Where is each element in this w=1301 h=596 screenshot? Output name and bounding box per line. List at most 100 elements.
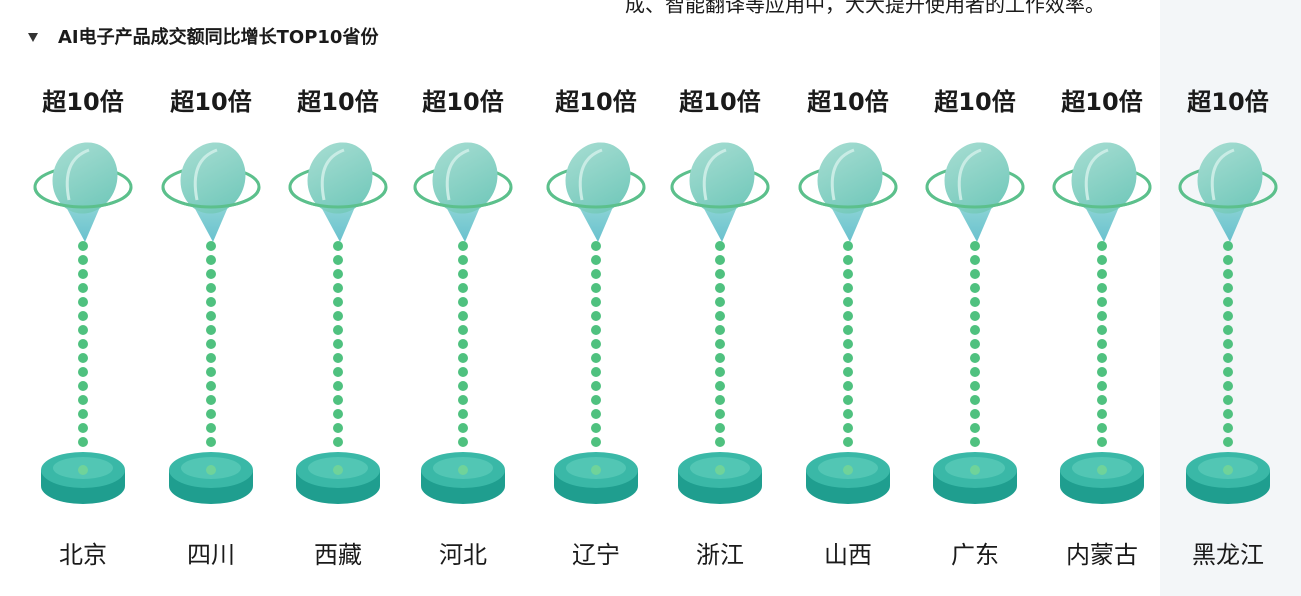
dot bbox=[591, 353, 601, 363]
growth-label: 超10倍 bbox=[1061, 88, 1142, 116]
growth-label: 超10倍 bbox=[42, 88, 123, 116]
dot bbox=[458, 255, 468, 265]
base-dot bbox=[78, 465, 88, 475]
base-dot bbox=[970, 465, 980, 475]
dot bbox=[333, 297, 343, 307]
dot bbox=[843, 381, 853, 391]
dot bbox=[843, 437, 853, 447]
dot bbox=[1097, 437, 1107, 447]
base-dot bbox=[591, 465, 601, 475]
dot bbox=[206, 311, 216, 321]
dot bbox=[206, 339, 216, 349]
province-label: 北京 bbox=[59, 541, 107, 569]
dot bbox=[1097, 353, 1107, 363]
dot bbox=[715, 311, 725, 321]
dot bbox=[843, 395, 853, 405]
province-label: 四川 bbox=[187, 541, 235, 569]
dot bbox=[1223, 241, 1233, 251]
dot bbox=[458, 409, 468, 419]
dot bbox=[333, 409, 343, 419]
growth-label: 超10倍 bbox=[555, 88, 636, 116]
dot bbox=[843, 283, 853, 293]
dot bbox=[591, 283, 601, 293]
dot bbox=[715, 437, 725, 447]
dot bbox=[1223, 437, 1233, 447]
balloon bbox=[423, 133, 508, 223]
dot bbox=[970, 339, 980, 349]
dot bbox=[206, 283, 216, 293]
dot bbox=[333, 325, 343, 335]
dot bbox=[591, 255, 601, 265]
dot bbox=[591, 367, 601, 377]
dot bbox=[715, 367, 725, 377]
base-dot bbox=[715, 465, 725, 475]
dot bbox=[333, 353, 343, 363]
dot bbox=[1223, 297, 1233, 307]
dot bbox=[843, 353, 853, 363]
balloon bbox=[680, 133, 765, 223]
dot bbox=[333, 241, 343, 251]
dot bbox=[458, 283, 468, 293]
dot bbox=[843, 409, 853, 419]
intro-text: 成、智能翻译等应用中，大大提升使用者的工作效率。 bbox=[625, 0, 1105, 17]
dot bbox=[591, 381, 601, 391]
dot bbox=[715, 269, 725, 279]
title-marker bbox=[28, 33, 38, 42]
growth-label: 超10倍 bbox=[422, 88, 503, 116]
base-dot bbox=[843, 465, 853, 475]
columns: 超10倍北京超10倍四川超10倍西藏超10倍河北超10倍辽宁超10倍浙江超10倍… bbox=[35, 88, 1276, 569]
dot bbox=[970, 395, 980, 405]
dot bbox=[458, 241, 468, 251]
growth-label: 超10倍 bbox=[170, 88, 251, 116]
dot bbox=[78, 409, 88, 419]
dot bbox=[715, 255, 725, 265]
dot bbox=[843, 339, 853, 349]
dot bbox=[333, 423, 343, 433]
dot bbox=[458, 339, 468, 349]
dot bbox=[206, 367, 216, 377]
dot bbox=[458, 325, 468, 335]
base-dot bbox=[458, 465, 468, 475]
dot bbox=[591, 269, 601, 279]
dot bbox=[715, 339, 725, 349]
dot bbox=[1097, 339, 1107, 349]
dot bbox=[970, 353, 980, 363]
dot bbox=[78, 311, 88, 321]
dot bbox=[333, 269, 343, 279]
province-label: 广东 bbox=[951, 541, 999, 569]
dot bbox=[458, 423, 468, 433]
dot bbox=[78, 269, 88, 279]
dot bbox=[715, 297, 725, 307]
dot bbox=[843, 255, 853, 265]
dot bbox=[1223, 367, 1233, 377]
growth-label: 超10倍 bbox=[807, 88, 888, 116]
dot bbox=[715, 283, 725, 293]
dot bbox=[206, 381, 216, 391]
dot bbox=[458, 395, 468, 405]
dot bbox=[1223, 353, 1233, 363]
dot bbox=[78, 353, 88, 363]
dot bbox=[333, 339, 343, 349]
province-label: 内蒙古 bbox=[1066, 541, 1138, 569]
dot bbox=[206, 269, 216, 279]
dot bbox=[458, 381, 468, 391]
dot bbox=[843, 423, 853, 433]
growth-label: 超10倍 bbox=[934, 88, 1015, 116]
dot bbox=[206, 409, 216, 419]
dot bbox=[78, 339, 88, 349]
province-label: 辽宁 bbox=[572, 541, 620, 569]
dot bbox=[970, 325, 980, 335]
dot bbox=[1097, 241, 1107, 251]
dot bbox=[1097, 325, 1107, 335]
dot bbox=[1223, 381, 1233, 391]
dot bbox=[1223, 325, 1233, 335]
dot bbox=[591, 409, 601, 419]
balloon bbox=[1062, 133, 1147, 223]
dot bbox=[970, 311, 980, 321]
dot bbox=[843, 297, 853, 307]
dot bbox=[970, 367, 980, 377]
balloon bbox=[808, 133, 893, 223]
dot bbox=[715, 423, 725, 433]
dot bbox=[206, 353, 216, 363]
dot bbox=[591, 241, 601, 251]
